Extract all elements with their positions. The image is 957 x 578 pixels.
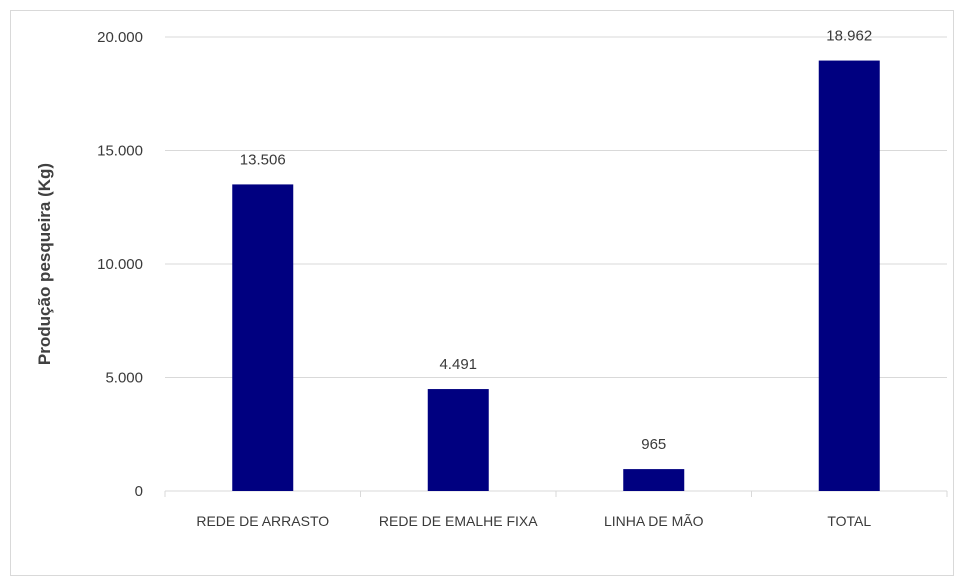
y-tick-label: 20.000	[97, 29, 143, 46]
bar-data-label: 13.506	[240, 151, 286, 168]
y-tick-label: 5.000	[105, 370, 143, 387]
x-category-label: LINHA DE MÃO	[604, 513, 704, 529]
bar-data-label: 965	[641, 436, 666, 453]
bar-data-label: 18.962	[826, 28, 872, 45]
bar-data-label: 4.491	[439, 356, 477, 373]
bar	[427, 389, 489, 491]
x-category-label: REDE DE ARRASTO	[196, 513, 329, 529]
y-tick-label: 0	[135, 483, 143, 500]
x-axis-ticks: REDE DE ARRASTO REDE DE EMALHE FIXA LINHA …	[196, 513, 871, 529]
bar	[818, 60, 880, 492]
y-axis-ticks: 0 5.000 10.000 15.000 20.000	[97, 29, 143, 500]
x-category-label: TOTAL	[827, 513, 871, 529]
y-tick-label: 10.000	[97, 256, 143, 273]
gridlines	[164, 36, 948, 497]
y-axis-title: Produção pesqueira (Kg)	[35, 163, 54, 365]
data-labels: 13.506 4.491 965 18.962	[240, 28, 872, 454]
bar	[623, 469, 685, 491]
y-tick-label: 15.000	[97, 143, 143, 160]
x-category-label: REDE DE EMALHE FIXA	[379, 513, 538, 529]
bars	[232, 60, 880, 492]
bar	[232, 184, 294, 491]
